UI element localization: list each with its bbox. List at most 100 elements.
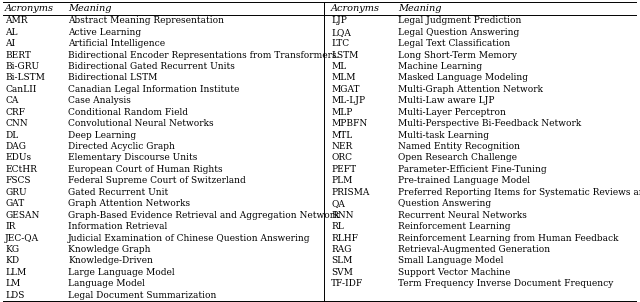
Text: Conditional Random Field: Conditional Random Field (68, 108, 188, 117)
Text: Multi-task Learning: Multi-task Learning (398, 131, 489, 140)
Text: Graph Attention Networks: Graph Attention Networks (68, 199, 190, 208)
Text: LM: LM (5, 279, 20, 288)
Text: Bi-LSTM: Bi-LSTM (5, 73, 45, 82)
Text: Long Short-Term Memory: Long Short-Term Memory (398, 50, 517, 59)
Text: Acronyms: Acronyms (331, 4, 380, 13)
Text: Recurrent Neural Networks: Recurrent Neural Networks (398, 211, 527, 220)
Text: Meaning: Meaning (398, 4, 442, 13)
Text: Open Research Challenge: Open Research Challenge (398, 153, 517, 162)
Text: Small Language Model: Small Language Model (398, 256, 504, 265)
Text: Convolutional Neural Networks: Convolutional Neural Networks (68, 119, 214, 128)
Text: Bidirectional LSTM: Bidirectional LSTM (68, 73, 157, 82)
Text: Multi-Perspective Bi-Feedback Network: Multi-Perspective Bi-Feedback Network (398, 119, 581, 128)
Text: RLHF: RLHF (331, 233, 358, 243)
Text: SLM: SLM (331, 256, 353, 265)
Text: AL: AL (5, 28, 17, 37)
Text: Acronyms: Acronyms (5, 4, 54, 13)
Text: Legal Text Classification: Legal Text Classification (398, 39, 510, 48)
Text: Meaning: Meaning (68, 4, 111, 13)
Text: Multi-Layer Perceptron: Multi-Layer Perceptron (398, 108, 506, 117)
Text: KG: KG (5, 245, 19, 254)
Text: Term Frequency Inverse Document Frequency: Term Frequency Inverse Document Frequenc… (398, 279, 613, 288)
Text: BERT: BERT (5, 50, 31, 59)
Text: GAT: GAT (5, 199, 24, 208)
Text: Legal Judgment Prediction: Legal Judgment Prediction (398, 16, 522, 25)
Text: CNN: CNN (5, 119, 28, 128)
Text: QA: QA (331, 199, 345, 208)
Text: Federal Supreme Court of Switzerland: Federal Supreme Court of Switzerland (68, 176, 246, 185)
Text: Multi-Graph Attention Network: Multi-Graph Attention Network (398, 85, 543, 94)
Text: GESAN: GESAN (5, 211, 40, 220)
Text: Bi-GRU: Bi-GRU (5, 62, 39, 71)
Text: ORC: ORC (331, 153, 352, 162)
Text: Active Learning: Active Learning (68, 28, 141, 37)
Text: RL: RL (331, 222, 344, 231)
Text: IR: IR (5, 222, 15, 231)
Text: Artificial Intelligence: Artificial Intelligence (68, 39, 165, 48)
Text: Information Retrieval: Information Retrieval (68, 222, 167, 231)
Text: Named Entity Recognition: Named Entity Recognition (398, 142, 520, 151)
Text: DL: DL (5, 131, 19, 140)
Text: FSCS: FSCS (5, 176, 31, 185)
Text: LTC: LTC (331, 39, 349, 48)
Text: PLM: PLM (331, 176, 353, 185)
Text: Preferred Reporting Items for Systematic Reviews and Meta-Analyses: Preferred Reporting Items for Systematic… (398, 188, 640, 197)
Text: MPBFN: MPBFN (331, 119, 367, 128)
Text: Directed Acyclic Graph: Directed Acyclic Graph (68, 142, 175, 151)
Text: RAG: RAG (331, 245, 351, 254)
Text: MLP: MLP (331, 108, 353, 117)
Text: PEFT: PEFT (331, 165, 356, 174)
Text: AMR: AMR (5, 16, 28, 25)
Text: Machine Learning: Machine Learning (398, 62, 482, 71)
Text: MGAT: MGAT (331, 85, 360, 94)
Text: Knowledge Graph: Knowledge Graph (68, 245, 150, 254)
Text: Legal Question Answering: Legal Question Answering (398, 28, 519, 37)
Text: LJP: LJP (331, 16, 347, 25)
Text: CRF: CRF (5, 108, 25, 117)
Text: CanLII: CanLII (5, 85, 36, 94)
Text: Bidirectional Gated Recurrent Units: Bidirectional Gated Recurrent Units (68, 62, 235, 71)
Text: LQA: LQA (331, 28, 351, 37)
Text: Multi-Law aware LJP: Multi-Law aware LJP (398, 96, 495, 105)
Text: ECtHR: ECtHR (5, 165, 37, 174)
Text: ML: ML (331, 62, 346, 71)
Text: Elementary Discourse Units: Elementary Discourse Units (68, 153, 197, 162)
Text: MTL: MTL (331, 131, 352, 140)
Text: TF-IDF: TF-IDF (331, 279, 364, 288)
Text: Case Analysis: Case Analysis (68, 96, 131, 105)
Text: Language Model: Language Model (68, 279, 145, 288)
Text: RNN: RNN (331, 211, 353, 220)
Text: Reinforcement Learning: Reinforcement Learning (398, 222, 511, 231)
Text: Judicial Examination of Chinese Question Answering: Judicial Examination of Chinese Question… (68, 233, 310, 243)
Text: ML-LJP: ML-LJP (331, 96, 365, 105)
Text: NER: NER (331, 142, 352, 151)
Text: LLM: LLM (5, 268, 26, 277)
Text: Parameter-Efficient Fine-Tuning: Parameter-Efficient Fine-Tuning (398, 165, 547, 174)
Text: Masked Language Modeling: Masked Language Modeling (398, 73, 528, 82)
Text: CA: CA (5, 96, 19, 105)
Text: LSTM: LSTM (331, 50, 358, 59)
Text: Support Vector Machine: Support Vector Machine (398, 268, 510, 277)
Text: PRISMA: PRISMA (331, 188, 369, 197)
Text: Abstract Meaning Representation: Abstract Meaning Representation (68, 16, 224, 25)
Text: KD: KD (5, 256, 19, 265)
Text: JEC-QA: JEC-QA (5, 233, 39, 243)
Text: Retrieval-Augmented Generation: Retrieval-Augmented Generation (398, 245, 550, 254)
Text: DAG: DAG (5, 142, 26, 151)
Text: Bidirectional Encoder Representations from Transformers: Bidirectional Encoder Representations fr… (68, 50, 337, 59)
Text: Deep Learning: Deep Learning (68, 131, 136, 140)
Text: Question Answering: Question Answering (398, 199, 491, 208)
Text: Large Language Model: Large Language Model (68, 268, 175, 277)
Text: LDS: LDS (5, 291, 24, 300)
Text: Graph-Based Evidence Retrieval and Aggregation Network: Graph-Based Evidence Retrieval and Aggre… (68, 211, 339, 220)
Text: GRU: GRU (5, 188, 27, 197)
Text: Knowledge-Driven: Knowledge-Driven (68, 256, 153, 265)
Text: Legal Document Summarization: Legal Document Summarization (68, 291, 216, 300)
Text: AI: AI (5, 39, 15, 48)
Text: Canadian Legal Information Institute: Canadian Legal Information Institute (68, 85, 239, 94)
Text: EDUs: EDUs (5, 153, 31, 162)
Text: European Court of Human Rights: European Court of Human Rights (68, 165, 223, 174)
Text: SVM: SVM (331, 268, 353, 277)
Text: Reinforcement Learning from Human Feedback: Reinforcement Learning from Human Feedba… (398, 233, 618, 243)
Text: Pre-trained Language Model: Pre-trained Language Model (398, 176, 530, 185)
